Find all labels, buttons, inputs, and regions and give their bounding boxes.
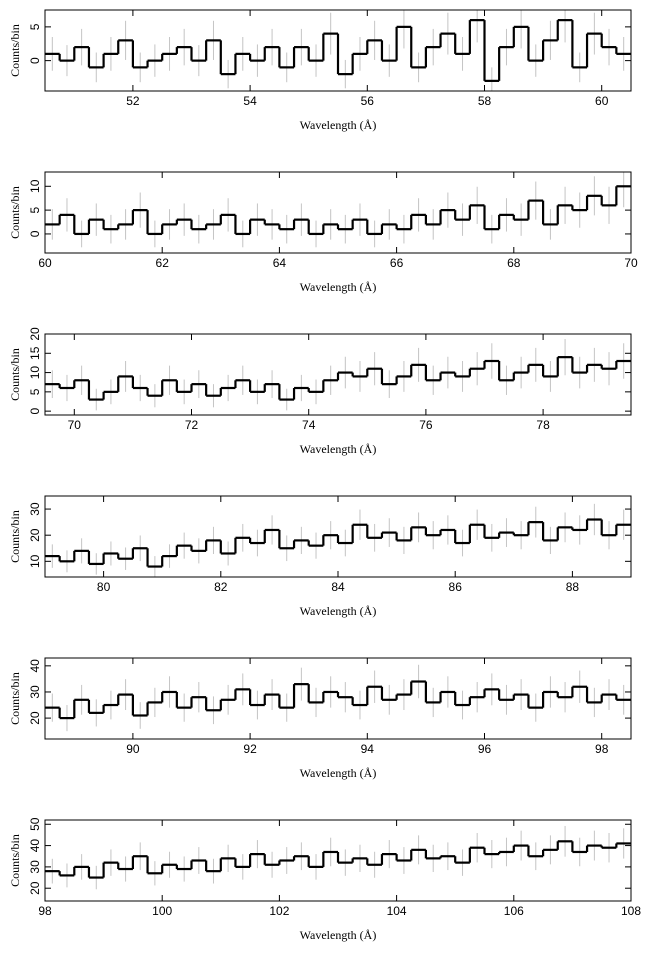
panel: 52 54 56 58 60 0 5 Wavelength (Å) Counts/bin [8,9,632,132]
x-tick-label: 80 [97,580,111,594]
axes-frame [44,657,632,740]
y-tick-label: 10 [28,366,42,380]
y-tick-label: 15 [28,346,42,360]
x-tick-label: 74 [302,418,316,432]
panel: 80 82 84 86 88 10 20 30 Wavelength (Å) Counts/bin [8,495,632,618]
x-tick-label: 60 [595,94,609,108]
y-tick-label: 30 [28,502,42,516]
plot-area [45,664,631,732]
x-axis-label: Wavelength (Å) [300,442,377,456]
x-tick-label: 108 [621,904,641,918]
y-tick-label: 20 [28,881,42,895]
x-axis-label: Wavelength (Å) [300,118,377,132]
x-tick-label: 64 [273,256,287,270]
x-tick-label: 76 [419,418,433,432]
y-tick-label: 5 [28,206,42,213]
x-tick-label: 98 [38,904,52,918]
x-tick-label: 60 [38,256,52,270]
y-tick-label: 0 [28,230,42,237]
panel: 70 72 74 76 78 0 5 10 15 20 Wavelength (Å) Counts/b… [8,327,632,456]
axes-frame [44,171,632,254]
y-axis-label: Counts/bin [8,672,22,725]
panel: 60 62 64 66 68 70 0 5 10 Wavelength (Å) Counts/bin [8,171,638,294]
x-tick-label: 92 [243,742,257,756]
y-tick-label: 0 [28,407,42,414]
plot-area [45,503,631,577]
plot-area [45,10,631,91]
panel: 90 92 94 96 98 20 30 40 Wavelength (Å) Counts/bin [8,657,632,780]
x-axis-label: Wavelength (Å) [300,280,377,294]
plot-area [45,172,631,248]
x-tick-label: 88 [566,580,580,594]
y-tick-label: 10 [28,554,42,568]
x-tick-label: 102 [269,904,289,918]
x-axis-label: Wavelength (Å) [300,928,377,942]
y-tick-label: 10 [28,179,42,193]
x-tick-label: 70 [624,256,638,270]
y-tick-label: 5 [28,388,42,395]
y-tick-label: 30 [28,685,42,699]
x-tick-label: 90 [126,742,140,756]
y-tick-label: 30 [28,860,42,874]
panel: 98 100 102 104 106 108 20 30 40 50 Wavelength (Å) C… [8,817,642,941]
y-tick-label: 20 [28,528,42,542]
y-tick-label: 40 [28,659,42,673]
x-tick-label: 98 [595,742,609,756]
x-tick-label: 62 [156,256,170,270]
x-tick-label: 56 [361,94,375,108]
x-tick-label: 78 [536,418,550,432]
x-tick-label: 54 [243,94,257,108]
y-axis-label: Counts/bin [8,834,22,887]
y-axis-label: Counts/bin [8,24,22,77]
plot-area [45,339,631,411]
x-tick-label: 70 [68,418,82,432]
x-tick-label: 52 [126,94,140,108]
y-tick-label: 0 [28,57,42,64]
x-tick-label: 106 [504,904,524,918]
y-tick-label: 40 [28,839,42,853]
x-tick-label: 104 [387,904,407,918]
plot-area [45,825,631,890]
x-axis-label: Wavelength (Å) [300,766,377,780]
y-axis-label: Counts/bin [8,186,22,239]
x-axis-label: Wavelength (Å) [300,604,377,618]
x-tick-label: 84 [331,580,345,594]
axes-frame [44,333,632,416]
x-tick-label: 100 [152,904,172,918]
x-tick-label: 96 [478,742,492,756]
axes-frame [44,9,632,92]
y-axis-label: Counts/bin [8,510,22,563]
x-tick-label: 66 [390,256,404,270]
y-tick-label: 5 [28,23,42,30]
x-tick-label: 68 [507,256,521,270]
x-tick-label: 94 [361,742,375,756]
axes-frame [44,819,632,902]
x-tick-label: 82 [214,580,228,594]
y-tick-label: 20 [28,711,42,725]
x-tick-label: 58 [478,94,492,108]
x-tick-label: 72 [185,418,199,432]
y-tick-label: 20 [28,327,42,341]
x-tick-label: 86 [449,580,463,594]
y-tick-label: 50 [28,817,42,831]
y-axis-label: Counts/bin [8,348,22,401]
